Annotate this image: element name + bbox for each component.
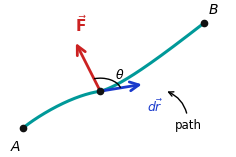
Text: path: path: [169, 92, 202, 132]
Text: $A$: $A$: [10, 140, 22, 154]
Text: $\vec{\mathbf{F}}$: $\vec{\mathbf{F}}$: [76, 14, 88, 35]
Text: $\theta$: $\theta$: [115, 68, 124, 82]
Text: $B$: $B$: [208, 3, 219, 17]
Text: $d\vec{r}$: $d\vec{r}$: [147, 98, 163, 115]
